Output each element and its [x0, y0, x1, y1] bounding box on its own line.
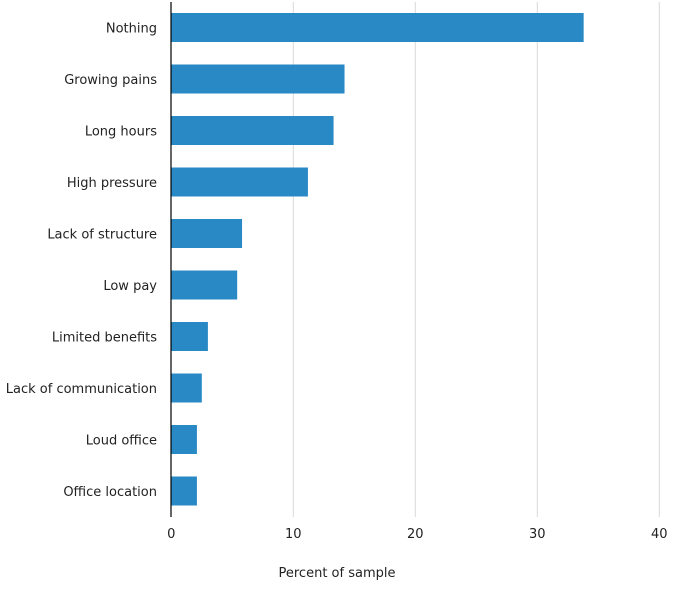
y-category-label: Lack of structure [47, 228, 157, 243]
y-category-label: Lack of communication [6, 382, 157, 397]
x-axis-label: Percent of sample [279, 566, 396, 581]
y-category-label: Office location [63, 485, 157, 500]
bar-loud-office [171, 425, 197, 454]
bar-nothing [171, 13, 584, 42]
bar-office-location [171, 476, 197, 506]
y-category-label: Nothing [106, 22, 157, 37]
bar-growing-pains [171, 64, 345, 94]
y-category-label: Low pay [103, 279, 157, 294]
x-tick-label: 40 [651, 527, 668, 542]
bar-long-hours [171, 116, 334, 145]
bar-lack-of-communication [171, 373, 202, 403]
x-tick-label: 10 [285, 527, 302, 542]
y-category-label: Limited benefits [52, 331, 157, 346]
x-tick-label: 0 [167, 527, 175, 542]
x-tick-label: 20 [407, 527, 424, 542]
y-category-label: Long hours [85, 125, 157, 140]
bar-lack-of-structure [171, 219, 243, 248]
bar-low-pay [171, 270, 238, 300]
bar-high-pressure [171, 167, 308, 197]
y-category-label: Loud office [86, 434, 157, 449]
y-category-label: Growing pains [64, 73, 157, 88]
bar-limited-benefits [171, 322, 208, 351]
y-category-label: High pressure [67, 176, 157, 191]
x-tick-label: 30 [529, 527, 546, 542]
